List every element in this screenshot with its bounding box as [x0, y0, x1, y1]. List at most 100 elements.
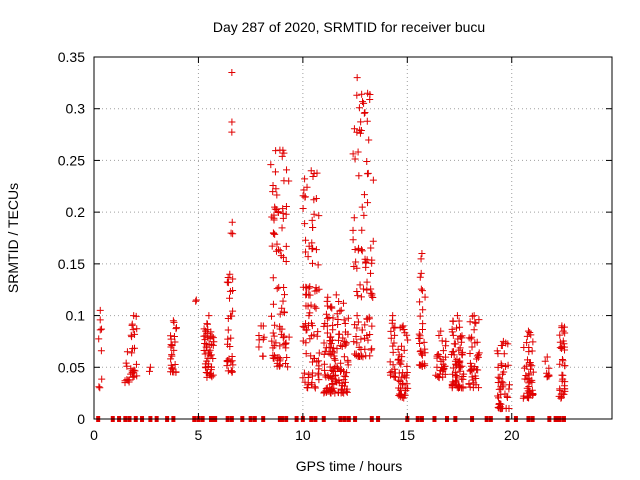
data-point [469, 376, 477, 384]
data-point [273, 285, 281, 293]
data-point [271, 321, 279, 329]
data-point [352, 258, 360, 266]
y-axis-title: SRMTID / TECUs [5, 183, 21, 293]
data-point [96, 316, 104, 324]
data-point [419, 320, 427, 328]
data-point [498, 362, 506, 370]
data-point [333, 378, 341, 386]
data-point [417, 350, 425, 358]
data-point [361, 109, 369, 117]
data-point [224, 326, 232, 334]
data-point [402, 387, 410, 395]
data-point [398, 323, 406, 331]
data-point [364, 89, 372, 97]
data-point [342, 340, 350, 348]
data-point [456, 344, 464, 352]
data-point [167, 335, 175, 343]
data-point [276, 247, 284, 255]
data-point [494, 392, 502, 400]
data-point [448, 384, 456, 392]
data-point [367, 269, 375, 277]
data-point [325, 373, 333, 381]
data-point [229, 307, 237, 315]
data-point [314, 371, 322, 379]
data-point [416, 332, 424, 340]
data-point [227, 367, 235, 375]
data-point [312, 304, 320, 312]
data-point [206, 370, 214, 378]
data-point [452, 377, 460, 385]
y-tick-label: 0 [77, 411, 85, 427]
data-point [439, 360, 447, 368]
data-point [271, 168, 279, 176]
data-point [129, 326, 137, 334]
data-point [364, 169, 372, 177]
data-point [449, 378, 457, 386]
data-point [468, 312, 476, 320]
data-point [304, 302, 312, 310]
data-point [269, 274, 277, 282]
data-point [284, 363, 292, 371]
data-point [321, 347, 329, 355]
data-point [499, 337, 507, 345]
data-point [558, 377, 566, 385]
data-point [473, 355, 481, 363]
data-point [471, 318, 479, 326]
data-point [467, 335, 475, 343]
data-point [435, 373, 443, 381]
data-point [273, 240, 281, 248]
data-point [275, 283, 283, 291]
data-point [315, 376, 323, 384]
data-point [228, 118, 236, 126]
x-tick-label: 15 [400, 427, 416, 443]
data-point [394, 376, 402, 384]
data-point [418, 326, 426, 334]
data-point [453, 373, 461, 381]
data-point [522, 371, 530, 379]
data-point [278, 152, 286, 160]
data-point [561, 362, 569, 370]
data-point [206, 335, 214, 343]
data-point [350, 125, 358, 133]
data-point [210, 338, 218, 346]
data-point [341, 328, 349, 336]
data-point [470, 312, 478, 320]
grid-lines [94, 57, 612, 419]
data-point [349, 236, 357, 244]
data-point [128, 321, 136, 329]
data-point [354, 148, 362, 156]
data-point [356, 281, 364, 289]
data-point [322, 385, 330, 393]
data-point [167, 343, 175, 351]
data-point [323, 297, 331, 305]
data-point [543, 353, 551, 361]
data-point [395, 384, 403, 392]
data-point [335, 297, 343, 305]
data-point [311, 303, 319, 311]
data-point [448, 328, 456, 336]
data-point [497, 360, 505, 368]
data-point [466, 350, 474, 358]
data-point [523, 339, 531, 347]
data-point [458, 350, 466, 358]
data-point [331, 356, 339, 364]
data-point [283, 166, 291, 174]
data-point [310, 210, 318, 218]
data-point [363, 158, 371, 166]
y-tick-label: 0.15 [58, 256, 85, 272]
data-point [349, 226, 357, 234]
data-point [399, 379, 407, 387]
data-point [368, 256, 376, 264]
data-point [387, 327, 395, 335]
data-point [391, 365, 399, 373]
data-point [122, 359, 130, 367]
data-point [366, 352, 374, 360]
data-point [529, 391, 537, 399]
data-point [329, 367, 337, 375]
data-point [227, 229, 235, 237]
data-point [360, 211, 368, 219]
data-point [307, 301, 315, 309]
data-point [368, 322, 376, 330]
data-point [400, 346, 408, 354]
data-point [270, 332, 278, 340]
